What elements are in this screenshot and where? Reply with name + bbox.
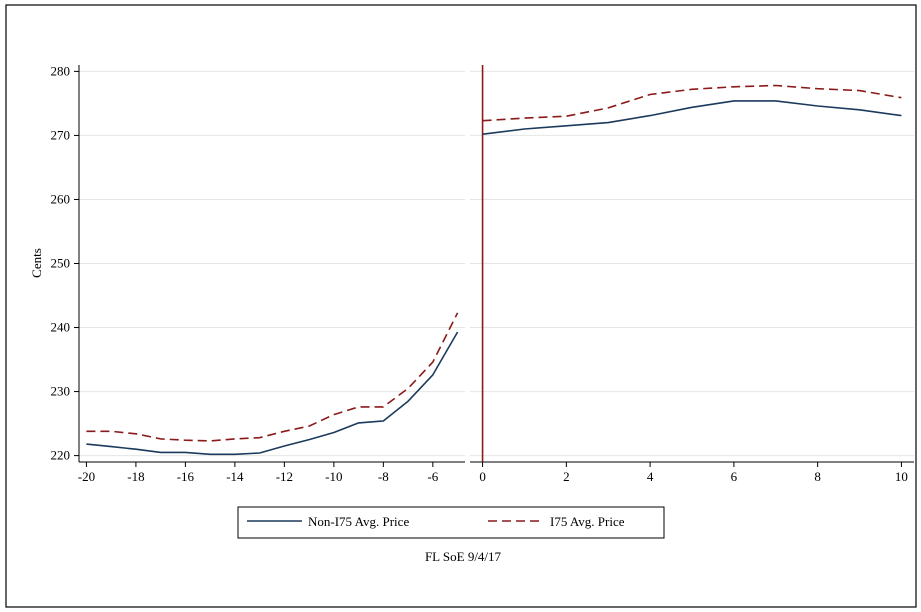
y-tick-label: 220	[51, 448, 71, 463]
x-tick-label: -18	[127, 469, 144, 484]
y-axis-label: Cents	[29, 248, 44, 278]
x-tick-label: -12	[276, 469, 293, 484]
legend-label-non-i75: Non-I75 Avg. Price	[308, 514, 409, 529]
x-tick-label: -16	[177, 469, 195, 484]
x-tick-label: -20	[78, 469, 95, 484]
panel-right: 0 2 4 6 8 10	[470, 65, 914, 484]
y-tick-label: 250	[51, 256, 71, 271]
legend-item-non-i75: Non-I75 Avg. Price	[247, 514, 409, 529]
x-tick-label: 2	[563, 469, 570, 484]
legend-label-i75: I75 Avg. Price	[550, 514, 625, 529]
legend-item-i75: I75 Avg. Price	[488, 514, 625, 529]
y-tick-label: 230	[51, 384, 71, 399]
x-tick-label: -8	[378, 469, 389, 484]
x-tick-label: 6	[731, 469, 738, 484]
series-line-i75	[482, 84, 902, 122]
x-tick-label: -14	[226, 469, 244, 484]
panel-left: -20 -18 -16 -14 -12 -10 -8 -6 220 230 240 250 260 270…	[51, 63, 465, 484]
footnote: FL SoE 9/4/17	[425, 549, 502, 564]
series-line-i75	[86, 312, 459, 442]
series-line-non-i75	[482, 100, 902, 135]
series-line-non-i75	[86, 331, 459, 456]
y-tick-label: 270	[51, 127, 71, 142]
x-tick-label: 0	[479, 469, 486, 484]
legend-box	[237, 506, 665, 539]
y-tick-label: 260	[51, 191, 71, 206]
x-tick-label: -6	[427, 469, 438, 484]
x-tick-label: -10	[325, 469, 342, 484]
x-tick-label: 10	[895, 469, 908, 484]
x-tick-label: 4	[647, 469, 654, 484]
y-tick-label: 240	[51, 320, 71, 335]
legend: Non-I75 Avg. Price I75 Avg. Price	[237, 506, 665, 539]
y-tick-label: 280	[51, 63, 71, 78]
x-tick-label: 8	[814, 469, 821, 484]
